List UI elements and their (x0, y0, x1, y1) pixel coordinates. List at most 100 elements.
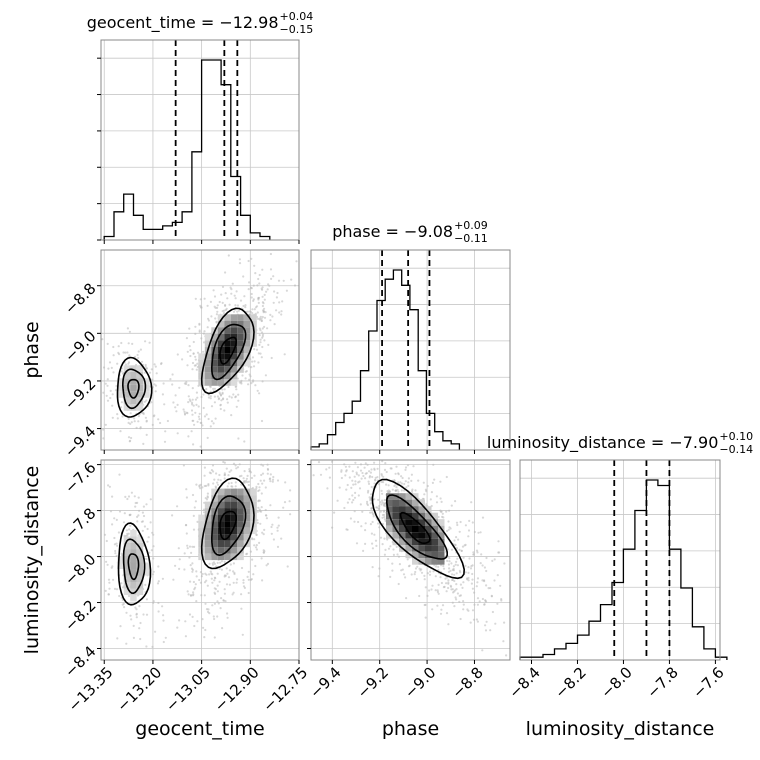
sample-point (114, 389, 118, 392)
sample-point (436, 589, 439, 592)
sample-point (430, 588, 433, 591)
sample-point (220, 560, 224, 563)
sample-point (381, 543, 384, 546)
sample-point (376, 467, 379, 470)
contour-geocent_time-phase-0 (127, 378, 140, 399)
sample-point (193, 545, 196, 549)
sample-point (164, 636, 167, 639)
sample-point (137, 496, 140, 499)
sample-point (439, 612, 443, 615)
sample-point (182, 464, 185, 467)
sample-point (262, 551, 265, 554)
density-cell (224, 372, 231, 380)
sample-point (202, 626, 205, 629)
density-cell (143, 569, 150, 576)
sample-point (355, 542, 359, 545)
sample-point (257, 298, 260, 301)
density-cell (425, 512, 432, 520)
sample-point (248, 470, 252, 473)
sample-point (183, 382, 186, 385)
sample-point (432, 463, 435, 466)
density-cell (243, 340, 251, 347)
sample-point (249, 375, 252, 378)
density-cell (224, 521, 231, 528)
sample-point (359, 469, 363, 472)
sample-point (459, 583, 462, 586)
sample-point (255, 533, 258, 537)
sample-point (240, 382, 243, 385)
sample-point (367, 482, 371, 485)
sample-point (171, 514, 174, 517)
sample-point (276, 291, 279, 295)
sample-point (191, 545, 194, 548)
sample-point (403, 482, 406, 486)
sample-point (210, 577, 213, 580)
sample-point (462, 603, 465, 606)
sample-point (218, 567, 221, 570)
sample-point (273, 323, 276, 326)
density-cell (217, 372, 225, 380)
sample-point (199, 421, 202, 424)
sample-point (250, 296, 253, 299)
density-cell (392, 499, 399, 507)
density-cell (224, 314, 231, 321)
sample-point (503, 621, 506, 624)
x-tick-label: −8.2 (551, 663, 589, 701)
sample-point (260, 356, 263, 359)
density-cell (211, 508, 218, 515)
sample-point (148, 371, 152, 374)
density-cell (399, 506, 406, 513)
sample-point (213, 617, 216, 621)
density-cell (431, 519, 438, 526)
sample-point (145, 598, 148, 601)
sample-point (174, 394, 177, 397)
sample-point (404, 576, 407, 579)
sample-point (133, 417, 136, 420)
density-cell (211, 521, 218, 528)
sample-point (280, 537, 283, 540)
sample-point (194, 583, 197, 586)
sample-point (484, 624, 487, 627)
sample-point (198, 578, 201, 582)
sample-point (264, 486, 267, 489)
sample-point (259, 352, 262, 355)
density-cell (217, 327, 225, 334)
sample-point (210, 405, 214, 408)
density-cell (123, 549, 131, 556)
sample-point (412, 465, 415, 468)
sample-point (266, 327, 269, 330)
sample-point (260, 506, 263, 509)
sample-point (218, 300, 221, 304)
sample-point (209, 395, 212, 398)
density-cell (211, 333, 218, 341)
sample-point (242, 579, 245, 582)
sample-point (234, 304, 237, 307)
sample-point (475, 549, 479, 552)
density-cell (250, 488, 257, 496)
sample-point (230, 469, 233, 472)
sample-point (144, 363, 147, 367)
sample-point (364, 462, 367, 465)
sample-point (203, 581, 207, 584)
density-cell (136, 384, 144, 392)
sample-point (195, 570, 198, 573)
sample-point (249, 310, 252, 313)
hist-bar-geocent_time (241, 215, 251, 240)
sample-point (248, 373, 251, 376)
sample-point (238, 258, 241, 261)
density-cell (431, 532, 438, 539)
sample-point (106, 384, 109, 387)
sample-point (464, 543, 467, 547)
sample-point (199, 571, 202, 574)
sample-point (454, 543, 457, 547)
sample-point (256, 284, 259, 287)
density-cell (405, 551, 412, 559)
sample-point (216, 572, 219, 575)
density-cell (243, 534, 251, 541)
sample-point (223, 309, 226, 312)
y-tick-label: −9.4 (61, 422, 99, 460)
sample-point (261, 472, 265, 475)
sample-point (136, 515, 139, 519)
sample-point (238, 262, 242, 265)
sample-point (240, 593, 243, 596)
